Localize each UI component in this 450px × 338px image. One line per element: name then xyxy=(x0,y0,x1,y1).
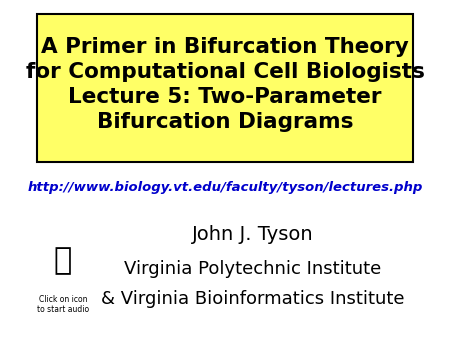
Text: http://www.biology.vt.edu/faculty/tyson/lectures.php: http://www.biology.vt.edu/faculty/tyson/… xyxy=(27,181,423,194)
Text: John J. Tyson: John J. Tyson xyxy=(192,225,314,244)
Text: 🔊: 🔊 xyxy=(54,246,72,275)
Text: Click on icon
to start audio: Click on icon to start audio xyxy=(37,294,89,314)
Text: A Primer in Bifurcation Theory
for Computational Cell Biologists
Lecture 5: Two-: A Primer in Bifurcation Theory for Compu… xyxy=(26,37,424,132)
Text: Virginia Polytechnic Institute: Virginia Polytechnic Institute xyxy=(124,260,382,278)
Text: & Virginia Bioinformatics Institute: & Virginia Bioinformatics Institute xyxy=(101,290,405,308)
FancyBboxPatch shape xyxy=(37,14,413,162)
